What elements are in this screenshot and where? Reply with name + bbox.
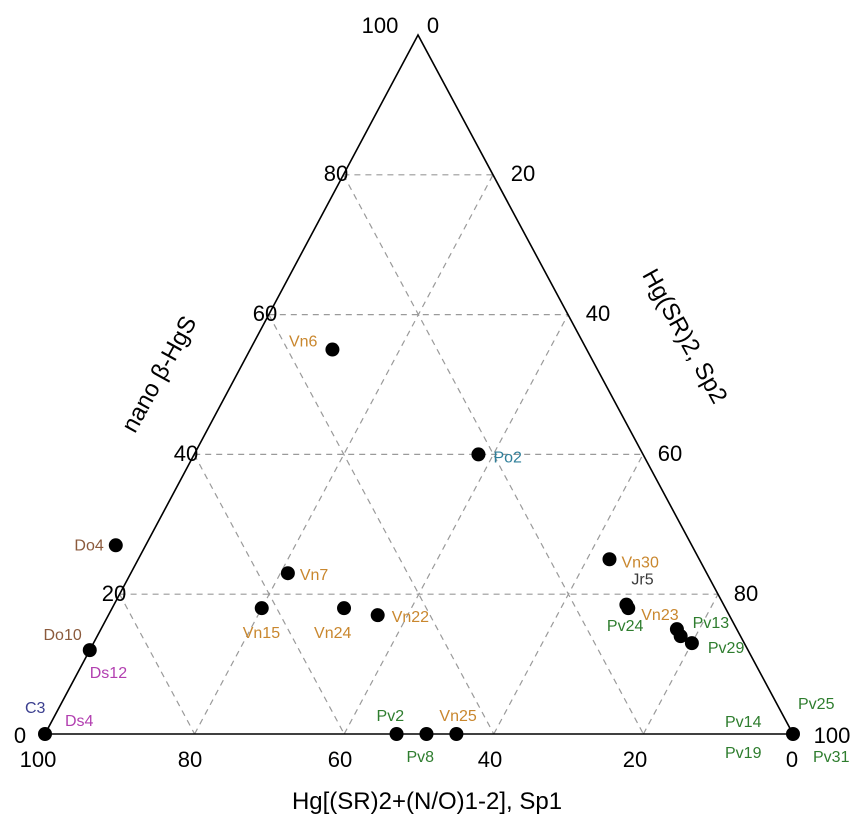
point-label-Ds12: Ds12	[90, 665, 127, 682]
point-Vn6	[325, 342, 340, 357]
tick-right-0: 0	[427, 13, 439, 38]
tick-bottom-0: 0	[786, 747, 798, 772]
point-label-Vn30: Vn30	[621, 554, 658, 571]
tick-right-40: 40	[586, 301, 610, 326]
grid-sp2-60	[493, 454, 644, 735]
tick-bottom-20: 20	[623, 747, 647, 772]
tick-bottom-100: 100	[20, 747, 57, 772]
tick-left-80: 80	[324, 161, 348, 186]
tick-bottom-80: 80	[178, 747, 202, 772]
grid-lines	[119, 174, 719, 735]
point-label-Vn6: Vn6	[289, 334, 318, 351]
triangle-frame	[43, 33, 795, 735]
point-label-Pv2: Pv2	[377, 708, 405, 725]
point-Vn23	[621, 601, 636, 616]
point-label-Vn7: Vn7	[300, 567, 329, 584]
point-label-Pv31: Pv31	[813, 749, 850, 766]
point-C3	[38, 727, 52, 741]
point-Vn24	[337, 601, 352, 616]
tick-bottom-60: 60	[328, 747, 352, 772]
grid-sp1-60	[193, 454, 345, 735]
grid-sp1-40	[268, 314, 495, 735]
point-label-Pv19: Pv19	[725, 745, 762, 762]
point-label-Pv14: Pv14	[725, 714, 762, 731]
point-label-Vn22: Vn22	[392, 609, 429, 626]
point-label-Vn15: Vn15	[243, 625, 280, 642]
axis-label-right: Hg(SR)2, Sp2	[637, 264, 733, 408]
point-label-Pv8: Pv8	[406, 749, 434, 766]
tick-right-100: 100	[814, 723, 851, 748]
grid-sp1-20	[342, 174, 644, 735]
tick-right-20: 20	[511, 161, 535, 186]
grid-sp1-80	[119, 593, 196, 735]
point-Do4	[108, 538, 123, 553]
point-Vn7	[280, 566, 295, 581]
point-label-Pv24: Pv24	[607, 618, 644, 635]
point-Do10	[82, 643, 97, 658]
data-points	[38, 342, 800, 741]
point-label-Vn23: Vn23	[641, 607, 678, 624]
tick-bottom-40: 40	[478, 747, 502, 772]
grid-sp2-40	[343, 314, 569, 735]
tick-right-60: 60	[658, 441, 682, 466]
point-Vn22	[370, 608, 385, 623]
point-Pv29	[684, 636, 699, 651]
point-label-Do10: Do10	[44, 627, 82, 644]
point-Vn30	[602, 552, 617, 567]
point-label-Pv29: Pv29	[708, 640, 745, 657]
point-label-Vn25: Vn25	[439, 708, 476, 725]
point-label-Pv25: Pv25	[798, 696, 835, 713]
point-Pv2	[389, 727, 404, 741]
tick-left-40: 40	[174, 441, 198, 466]
grid-sp2-80	[642, 593, 719, 735]
point-Po2	[471, 447, 486, 462]
point-Pv8	[419, 727, 434, 741]
point-Vn25	[449, 727, 464, 741]
grid-sp2-20	[194, 174, 494, 735]
point-Pv25	[786, 727, 800, 741]
tick-left-0: 0	[14, 723, 26, 748]
point-label-C3: C3	[25, 700, 46, 717]
point-label-Pv13: Pv13	[693, 615, 730, 632]
point-label-Po2: Po2	[493, 449, 522, 466]
axis-label-left: nano β-HgS	[116, 312, 202, 438]
tick-right-80: 80	[734, 581, 758, 606]
tick-left-20: 20	[102, 581, 126, 606]
point-Vn15	[254, 601, 269, 616]
point-Pv13	[673, 629, 688, 644]
point-label-Jr5: Jr5	[631, 572, 653, 589]
point-label-Ds4: Ds4	[65, 713, 94, 730]
tick-left-60: 60	[253, 301, 277, 326]
point-label-Do4: Do4	[74, 537, 103, 554]
axis-label-bottom: Hg[(SR)2+(N/O)1-2], Sp1	[292, 788, 562, 815]
point-label-Vn24: Vn24	[314, 625, 351, 642]
tick-left-100: 100	[362, 13, 399, 38]
